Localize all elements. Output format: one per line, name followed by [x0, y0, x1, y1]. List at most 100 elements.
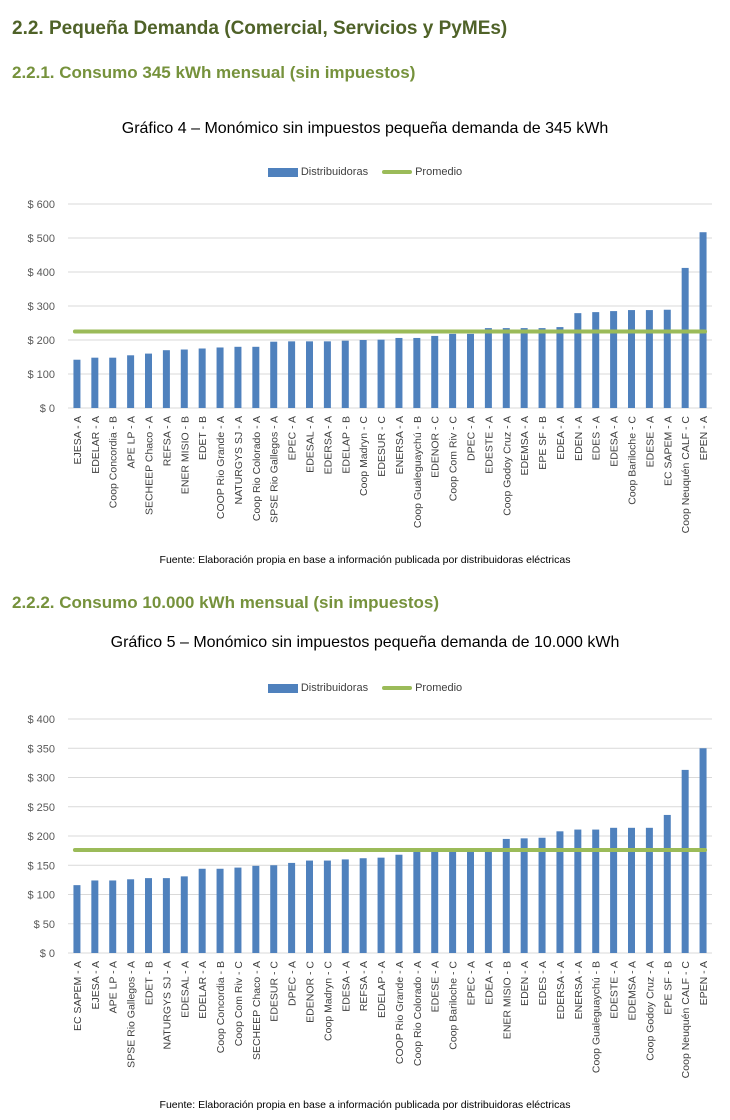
bar — [180, 349, 188, 408]
bar — [467, 850, 474, 953]
x-tick-label: Coop Bariloche - C — [448, 961, 460, 1050]
bar — [216, 347, 224, 408]
x-tick-label: EDESAL - A — [179, 961, 191, 1018]
subsection-heading-345: 2.2.1. Consumo 345 kWh mensual (sin impu… — [12, 63, 416, 82]
bar — [628, 827, 635, 953]
x-tick-label: EC SAPEM - A — [662, 416, 674, 486]
bar — [162, 350, 170, 408]
x-tick-label: COOP Rio Grande - A — [215, 416, 227, 519]
x-tick-label: EDEN - A — [519, 961, 531, 1006]
legend-label: Distribuidoras — [300, 682, 369, 694]
y-tick-label: $ 300 — [27, 301, 55, 313]
y-tick-label: $ 250 — [27, 802, 55, 814]
x-tick-label: ENER MISIO - B — [501, 961, 513, 1039]
x-tick-label: Coop Gualeguaychú - B — [591, 961, 603, 1073]
y-tick-label: $ 350 — [27, 743, 55, 755]
legend-bar-swatch — [267, 167, 298, 177]
bar — [91, 880, 99, 953]
bar — [198, 348, 206, 408]
bar — [109, 880, 117, 953]
bar — [306, 860, 313, 953]
bar — [359, 340, 367, 408]
x-tick-label: SECHEEP Chaco - A — [251, 961, 263, 1060]
bar — [288, 862, 296, 953]
bar — [341, 340, 349, 408]
bar — [610, 311, 618, 408]
bar — [628, 310, 635, 408]
x-tick-label: NATURGYS SJ - A — [161, 961, 173, 1050]
y-tick-label: $ 400 — [27, 267, 55, 279]
bar — [73, 885, 81, 953]
bar — [431, 850, 439, 953]
x-tick-label: SECHEEP Chaco - A — [144, 416, 156, 515]
x-tick-label: EDEA - A — [483, 961, 495, 1005]
bar — [556, 327, 564, 408]
bar — [610, 827, 618, 953]
bar — [663, 814, 671, 953]
x-tick-label: EDESTE - A — [609, 961, 621, 1019]
y-tick-label: $ 200 — [27, 335, 55, 347]
x-tick-label: EDEMSA - A — [519, 416, 531, 476]
bar — [162, 878, 170, 953]
bar — [645, 310, 653, 408]
x-tick-label: Coop Godoy Cruz - A — [644, 961, 656, 1061]
x-tick-label: EDES - A — [591, 416, 603, 460]
x-tick-label: REFSA - A — [358, 961, 370, 1011]
chart-5-source: Fuente: Elaboración propia en base a inf… — [159, 1099, 571, 1111]
x-tick-label: EDESAL - A — [305, 416, 317, 473]
bar — [502, 838, 510, 953]
bar — [306, 341, 313, 408]
y-tick-label: $ 0 — [40, 403, 55, 415]
bar — [413, 337, 421, 408]
x-tick-label: Coop Gualeguaychú - B — [412, 416, 424, 528]
x-tick-label: EDES - A — [537, 961, 549, 1005]
bar — [574, 313, 582, 408]
x-tick-label: COOP Rio Grande - A — [394, 961, 406, 1064]
bar — [592, 829, 600, 953]
legend-line-swatch — [382, 686, 413, 690]
bar — [252, 346, 260, 408]
bar — [449, 850, 457, 953]
legend-label: Promedio — [415, 166, 463, 178]
x-tick-label: EDET - B — [144, 961, 156, 1005]
bar — [413, 851, 421, 953]
bar — [395, 337, 403, 408]
chart-5-title: Gráfico 5 – Monómico sin impuestos peque… — [110, 634, 620, 651]
y-tick-label: $ 600 — [27, 199, 55, 211]
x-tick-label: EDENOR - C — [430, 416, 442, 478]
x-tick-label: APE LP - A — [108, 961, 120, 1013]
bar — [234, 346, 242, 408]
x-tick-label: EDESE - A — [644, 416, 656, 467]
bar — [395, 854, 403, 953]
legend-line-swatch — [382, 170, 413, 174]
x-tick-label: EDELAR - A — [197, 961, 209, 1019]
bar — [127, 879, 135, 953]
x-tick-label: Coop Bariloche - C — [627, 416, 639, 505]
chart-4-source: Fuente: Elaboración propia en base a inf… — [159, 554, 571, 566]
bar — [663, 309, 671, 408]
bar — [681, 267, 689, 408]
bar — [252, 865, 260, 953]
y-tick-label: $ 400 — [27, 714, 55, 726]
legend-item-average: Promedio — [382, 682, 462, 694]
bar — [556, 831, 564, 953]
bar — [216, 868, 224, 953]
x-tick-label: EDERSA - A — [322, 416, 334, 474]
x-tick-label: EDESUR - C — [376, 416, 388, 477]
x-tick-label: EDESA - A — [340, 961, 352, 1012]
bar — [180, 876, 188, 953]
bar — [574, 829, 582, 953]
bar — [359, 858, 367, 953]
x-tick-label: EDELAP - B — [340, 416, 352, 474]
bar — [323, 341, 331, 408]
bar — [592, 312, 600, 408]
legend-item-average: Promedio — [382, 166, 462, 178]
x-tick-label: EDELAP - A — [376, 961, 388, 1018]
bar — [431, 335, 439, 408]
x-tick-label: EDEA - A — [555, 416, 567, 460]
chart-4: $ 0 $ 100 $ 200 $ 300 $ 400 $ 500 $ 600 EJESA -… — [27, 199, 712, 533]
bar — [484, 328, 492, 408]
section-heading: 2.2. Pequeña Demanda (Comercial, Servici… — [12, 18, 508, 39]
y-tick-label: $ 100 — [27, 890, 55, 902]
y-tick-label: $ 500 — [27, 233, 55, 245]
